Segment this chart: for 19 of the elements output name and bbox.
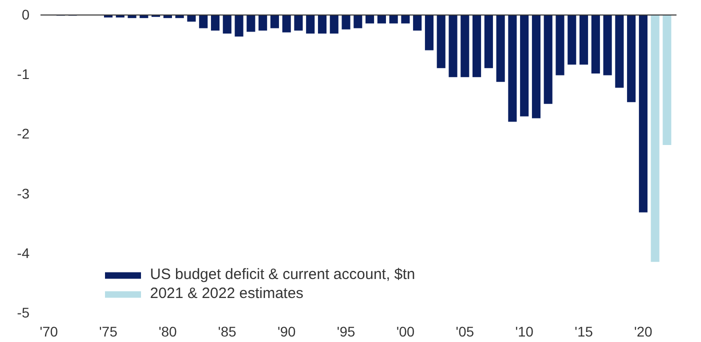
x-tick-label: '85 <box>218 324 236 340</box>
y-tick-label: -4 <box>17 244 30 261</box>
y-tick-label: 0 <box>22 6 30 22</box>
y-tick-label: -1 <box>17 66 30 82</box>
x-tick-label: '90 <box>277 324 296 340</box>
x-tick-label: '15 <box>574 324 594 340</box>
x-tick-label: '00 <box>396 324 415 340</box>
legend-label: US budget deficit & current account, $tn <box>150 266 416 283</box>
x-tick-label: '10 <box>515 324 534 340</box>
y-tick-label: -2 <box>17 126 30 142</box>
x-tick-label: '70 <box>40 324 58 340</box>
y-tick-label: -5 <box>17 304 30 320</box>
x-tick-label: '05 <box>456 324 474 340</box>
x-tick-label: '75 <box>99 324 118 340</box>
y-tick-label: -3 <box>17 185 30 202</box>
x-tick-label: '95 <box>336 324 356 340</box>
x-tick-label: '20 <box>634 324 653 340</box>
legend-label: 2021 & 2022 estimates <box>150 285 304 302</box>
x-tick-label: '80 <box>158 324 178 340</box>
